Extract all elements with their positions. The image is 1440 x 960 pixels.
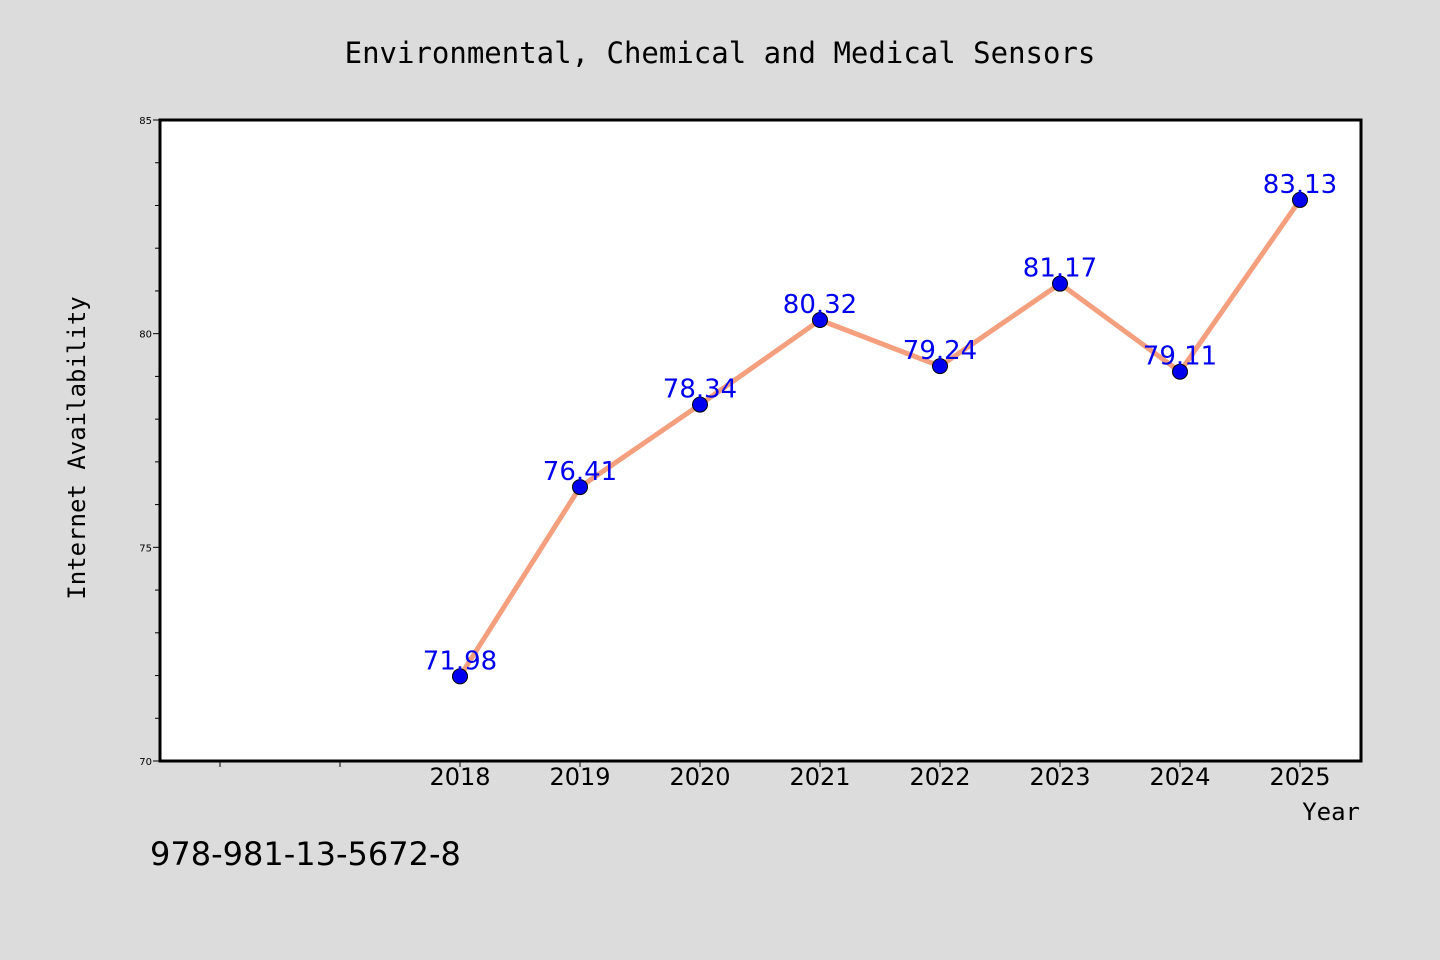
series-markers <box>452 191 1308 685</box>
y-tick-label: 70 <box>139 757 152 768</box>
x-axis-label: Year <box>1302 798 1360 826</box>
data-point <box>692 396 708 413</box>
y-tick-label: 75 <box>139 543 152 554</box>
y-tick-label: 80 <box>139 330 152 341</box>
x-tick-label: 2024 <box>1149 763 1210 791</box>
data-point <box>572 479 588 496</box>
data-point <box>1172 363 1188 380</box>
data-label: 80.32 <box>783 290 857 320</box>
data-labels: 71.98 76.41 78.34 80.32 79.24 81.17 79.11 83.13 <box>423 170 1337 676</box>
x-tick-label: 2021 <box>789 763 850 791</box>
plot-area <box>158 118 1363 763</box>
x-tick-label: 2020 <box>669 763 730 791</box>
data-point <box>1052 275 1068 292</box>
data-point <box>452 668 468 685</box>
series-line <box>457 197 1303 679</box>
y-axis-label: Internet Availability <box>63 296 91 599</box>
data-point <box>932 358 948 375</box>
data-label: 78.34 <box>663 375 737 405</box>
chart-title: Environmental, Chemical and Medical Sens… <box>345 36 1096 70</box>
data-label: 81.17 <box>1023 254 1097 284</box>
x-tick-label: 2022 <box>909 763 970 791</box>
data-label: 79.24 <box>903 336 977 366</box>
isbn-footer: 978-981-13-5672-8 <box>150 835 461 873</box>
data-label: 71.98 <box>423 646 497 676</box>
y-tick-label: 85 <box>139 116 152 127</box>
data-point <box>812 311 828 328</box>
data-label: 79.11 <box>1143 342 1217 372</box>
data-label: 76.41 <box>543 457 617 487</box>
x-tick-label: 2018 <box>429 763 490 791</box>
data-label: 83.13 <box>1263 170 1337 200</box>
x-tick-label: 2025 <box>1269 763 1330 791</box>
x-tick-label: 2023 <box>1029 763 1090 791</box>
y-axis: 70 75 80 85 <box>139 116 160 768</box>
x-tick-label: 2019 <box>549 763 610 791</box>
data-point <box>1292 191 1308 208</box>
x-axis: 2018 2019 2020 2021 2022 2023 2024 2025 <box>219 761 1331 791</box>
